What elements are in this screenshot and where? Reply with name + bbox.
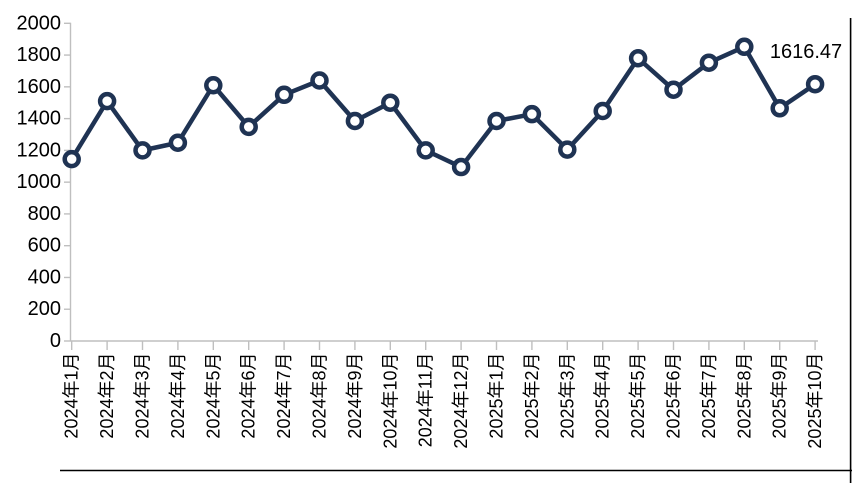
data-point-marker <box>168 133 188 153</box>
data-point-marker <box>204 76 223 95</box>
data-point-marker <box>239 117 258 137</box>
series-line <box>69 44 818 170</box>
y-axis-tick-label: 200 <box>28 298 61 320</box>
y-axis-tick-label: 800 <box>28 203 61 225</box>
y-axis-tick-label: 1600 <box>17 76 62 98</box>
y-axis-tick-label: 600 <box>28 235 61 257</box>
data-point-marker <box>381 93 400 112</box>
data-point-marker <box>310 71 329 90</box>
data-point-marker <box>699 53 719 72</box>
data-point-marker <box>274 85 294 105</box>
y-axis-tick-label: 1400 <box>17 108 62 130</box>
x-axis-tick-label: 2025年10月 <box>805 353 825 449</box>
x-axis-tick-label: 2025年9月 <box>770 353 790 439</box>
x-axis-tick-label: 2024年2月 <box>97 353 117 439</box>
data-point-marker <box>522 104 542 124</box>
x-axis-tick-label: 2024年3月 <box>133 353 153 439</box>
x-axis-tick-label: 2024年11月 <box>416 353 436 448</box>
x-axis-tick-label: 2024年7月 <box>274 353 294 439</box>
x-axis-tick-label: 2025年2月 <box>522 353 542 439</box>
x-axis-tick-label: 2025年6月 <box>664 353 684 439</box>
data-point-marker <box>487 111 506 131</box>
data-point-marker <box>805 74 825 94</box>
y-axis-tick-label: 1000 <box>17 171 62 193</box>
data-point-marker <box>558 140 577 159</box>
x-axis-tick-label: 2024年8月 <box>310 353 330 439</box>
x-axis-tick-label: 2025年4月 <box>593 353 613 439</box>
x-axis-tick-label: 2025年8月 <box>734 353 754 439</box>
x-axis-tick-label: 2025年7月 <box>699 353 719 439</box>
x-axis-tick-label: 2025年5月 <box>628 353 648 439</box>
x-axis-tick-label: 2025年3月 <box>557 353 577 439</box>
y-axis-tick-label: 2000 <box>17 12 62 34</box>
last-value-label: 1616.47 <box>770 41 842 63</box>
data-point-marker <box>133 141 152 160</box>
data-point-marker <box>416 141 435 160</box>
data-point-marker <box>451 157 471 177</box>
x-axis-tick-label: 2024年5月 <box>203 353 223 439</box>
x-axis-tick-label: 2024年10月 <box>380 353 400 449</box>
x-axis-tick-label: 2024年12月 <box>451 353 471 449</box>
data-point-marker <box>770 99 789 118</box>
y-axis-tick-label: 1800 <box>17 44 62 66</box>
y-axis-tick-label: 1200 <box>17 139 62 161</box>
x-axis-tick-label: 2024年1月 <box>62 353 82 439</box>
x-axis-tick-label: 2024年9月 <box>345 353 365 439</box>
data-point-marker <box>97 91 117 111</box>
data-point-marker <box>628 48 648 68</box>
x-axis-tick-label: 2025年1月 <box>487 353 507 439</box>
x-axis-tick-label: 2024年6月 <box>239 353 259 439</box>
data-point-marker <box>62 149 81 169</box>
data-point-marker <box>593 101 612 121</box>
data-point-marker <box>735 37 754 57</box>
data-point-marker <box>664 80 683 99</box>
y-axis-tick-label: 0 <box>50 330 61 352</box>
data-point-marker <box>345 111 365 131</box>
x-axis-tick-label: 2024年4月 <box>168 353 188 439</box>
y-axis-tick-label: 400 <box>28 266 61 288</box>
